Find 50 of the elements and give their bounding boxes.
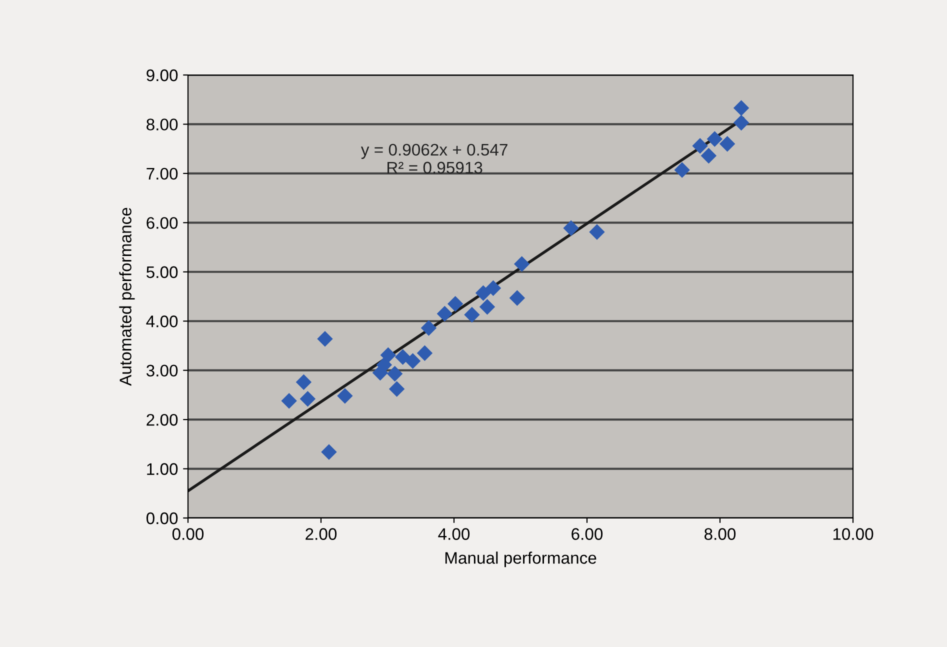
point	[476, 285, 491, 301]
point	[701, 148, 716, 164]
x-tick-label: 4.00	[438, 528, 470, 540]
point	[421, 320, 436, 336]
point	[674, 162, 690, 178]
y-tick-label: 0.00	[146, 512, 178, 524]
point	[707, 131, 722, 147]
x-tick-label: 0.00	[172, 528, 204, 540]
point	[589, 224, 605, 240]
x-tick-label: 6.00	[572, 528, 603, 540]
y-axis-title: Automated performance	[119, 208, 135, 386]
point	[321, 444, 337, 460]
y-tick-label: 6.00	[146, 217, 178, 229]
point	[437, 306, 452, 322]
y-tick-label: 9.00	[146, 69, 178, 82]
point	[734, 100, 749, 116]
point	[734, 115, 749, 130]
point	[448, 296, 463, 312]
point	[395, 349, 410, 365]
point	[317, 331, 333, 346]
y-tick-label: 4.00	[146, 316, 178, 328]
point	[486, 280, 501, 296]
y-tick-label: 8.00	[146, 118, 178, 130]
x-tick-label: 8.00	[704, 528, 736, 540]
y-tick-label: 7.00	[146, 168, 178, 180]
point	[387, 366, 402, 382]
point	[337, 388, 353, 404]
x-tick-label: 10.00	[833, 528, 874, 540]
point	[405, 353, 420, 369]
point	[380, 348, 396, 363]
point	[376, 357, 392, 372]
point	[480, 299, 495, 314]
point	[296, 374, 312, 390]
point	[464, 307, 480, 322]
y-tick-label: 1.00	[147, 463, 178, 475]
point	[417, 346, 432, 361]
point	[692, 138, 708, 154]
point	[720, 136, 735, 152]
annotation: y = 0.9062x + 0.547 R² = 0.95913	[360, 144, 508, 174]
y-tick-label: 3.00	[146, 364, 178, 377]
y-tick-label: 5.00	[146, 266, 178, 278]
y-tick-label: 2.00	[146, 414, 178, 426]
x-axis-title: Manual performance	[445, 552, 596, 568]
point	[389, 381, 404, 397]
point	[300, 391, 316, 406]
point	[514, 256, 530, 272]
x-tick-label: 2.00	[306, 528, 337, 540]
point	[510, 290, 525, 306]
point	[282, 393, 297, 408]
point	[563, 220, 579, 236]
